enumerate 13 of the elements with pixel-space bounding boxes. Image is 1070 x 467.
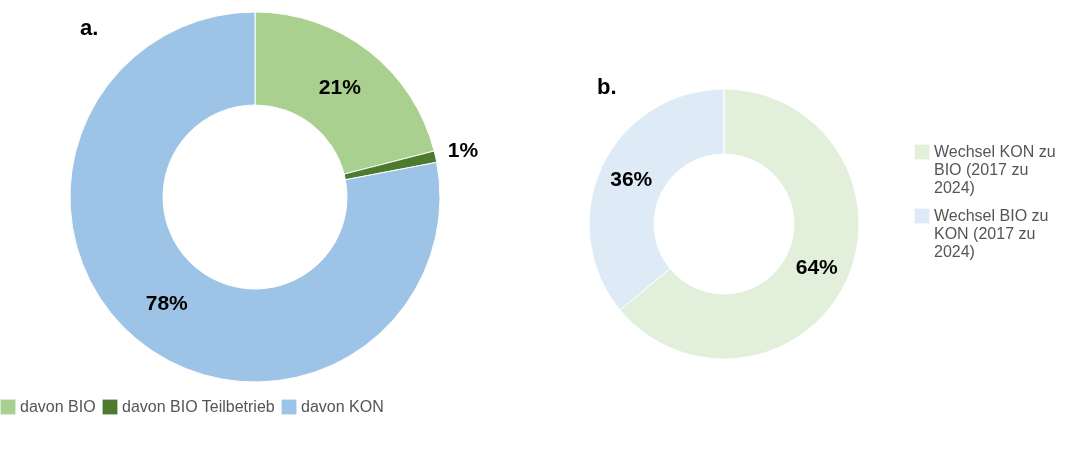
data-label: 64% — [795, 254, 839, 278]
legend-label: davon BIO — [20, 398, 96, 415]
legend-label: davon BIO Teilbetrieb — [122, 398, 275, 415]
legend-label: davon KON — [301, 398, 384, 415]
chart-title: a. — [80, 15, 99, 40]
chart-title: b. — [597, 74, 617, 99]
legend-label: Wechsel KON zu BIO (2017 zu 2024) — [934, 143, 1056, 196]
donut-slice — [69, 11, 441, 383]
data-label: 36% — [610, 167, 653, 191]
legend-label: Wechsel BIO zu KON (2017 zu 2024) — [934, 207, 1049, 260]
data-label: 1% — [447, 137, 479, 161]
data-label: 78% — [145, 290, 189, 314]
data-label: 21% — [318, 74, 362, 98]
